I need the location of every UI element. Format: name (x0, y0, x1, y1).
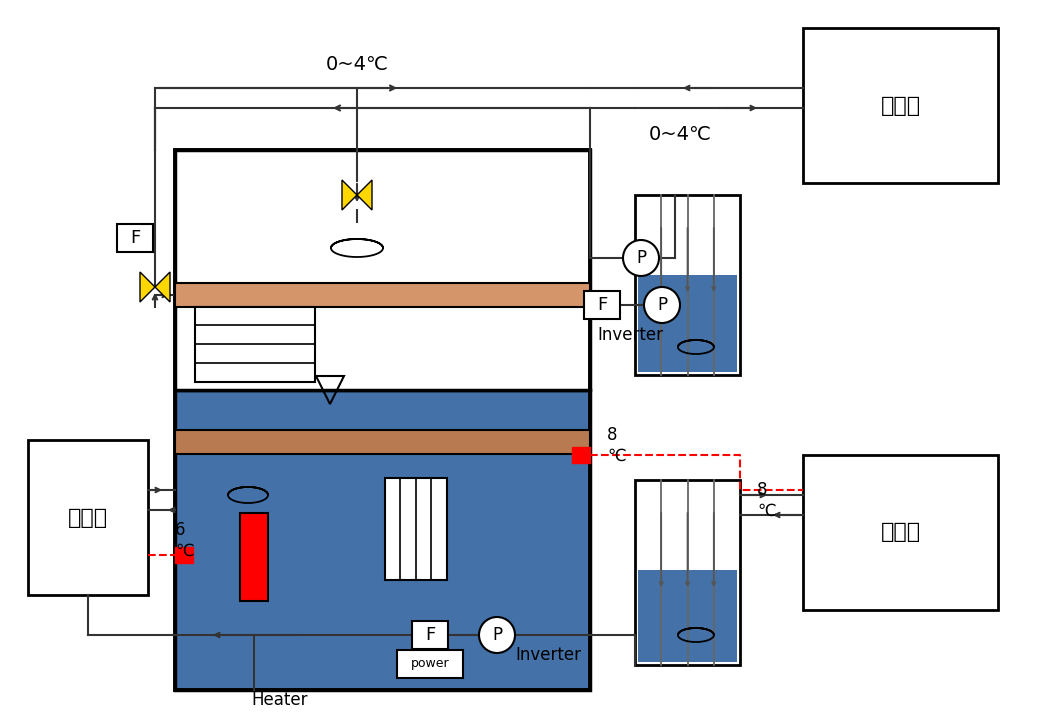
Text: Heater: Heater (252, 691, 308, 709)
Text: 냉각기: 냉각기 (67, 507, 109, 528)
Bar (117, 224, 153, 252)
Bar (635, 195, 740, 375)
Bar (584, 291, 620, 319)
Polygon shape (341, 180, 372, 210)
Bar (175, 547, 193, 563)
Bar (28, 440, 148, 595)
Bar (803, 28, 998, 183)
Bar (572, 447, 590, 463)
Text: 냉각기: 냉각기 (880, 95, 920, 116)
Text: 6
℃: 6 ℃ (175, 521, 194, 559)
Text: 8
℃: 8 ℃ (757, 481, 776, 519)
Bar (195, 307, 315, 382)
Text: P: P (657, 296, 667, 314)
Polygon shape (140, 272, 170, 302)
Text: 냉각기: 냉각기 (880, 523, 920, 542)
Circle shape (623, 240, 659, 276)
Text: 8
℃: 8 ℃ (607, 425, 626, 465)
Text: 0~4℃: 0~4℃ (648, 126, 711, 145)
Text: Inverter: Inverter (597, 326, 663, 344)
Bar (635, 480, 740, 665)
Text: P: P (492, 626, 502, 644)
Bar (803, 455, 998, 610)
Text: Inverter: Inverter (515, 646, 581, 664)
Text: power: power (411, 657, 449, 670)
Text: F: F (425, 626, 435, 644)
Bar (412, 621, 448, 649)
Circle shape (644, 287, 680, 323)
Bar (175, 150, 590, 390)
Bar (175, 430, 590, 454)
Bar (397, 650, 463, 678)
Bar (638, 570, 737, 662)
Bar (175, 390, 590, 690)
Bar (240, 513, 268, 601)
Circle shape (479, 617, 515, 653)
Bar (175, 283, 590, 307)
Text: 0~4℃: 0~4℃ (326, 55, 389, 74)
Bar (175, 150, 590, 690)
Text: F: F (597, 296, 607, 314)
Text: P: P (636, 249, 646, 267)
Text: F: F (130, 229, 140, 247)
Bar (385, 478, 447, 580)
Bar (638, 275, 737, 372)
